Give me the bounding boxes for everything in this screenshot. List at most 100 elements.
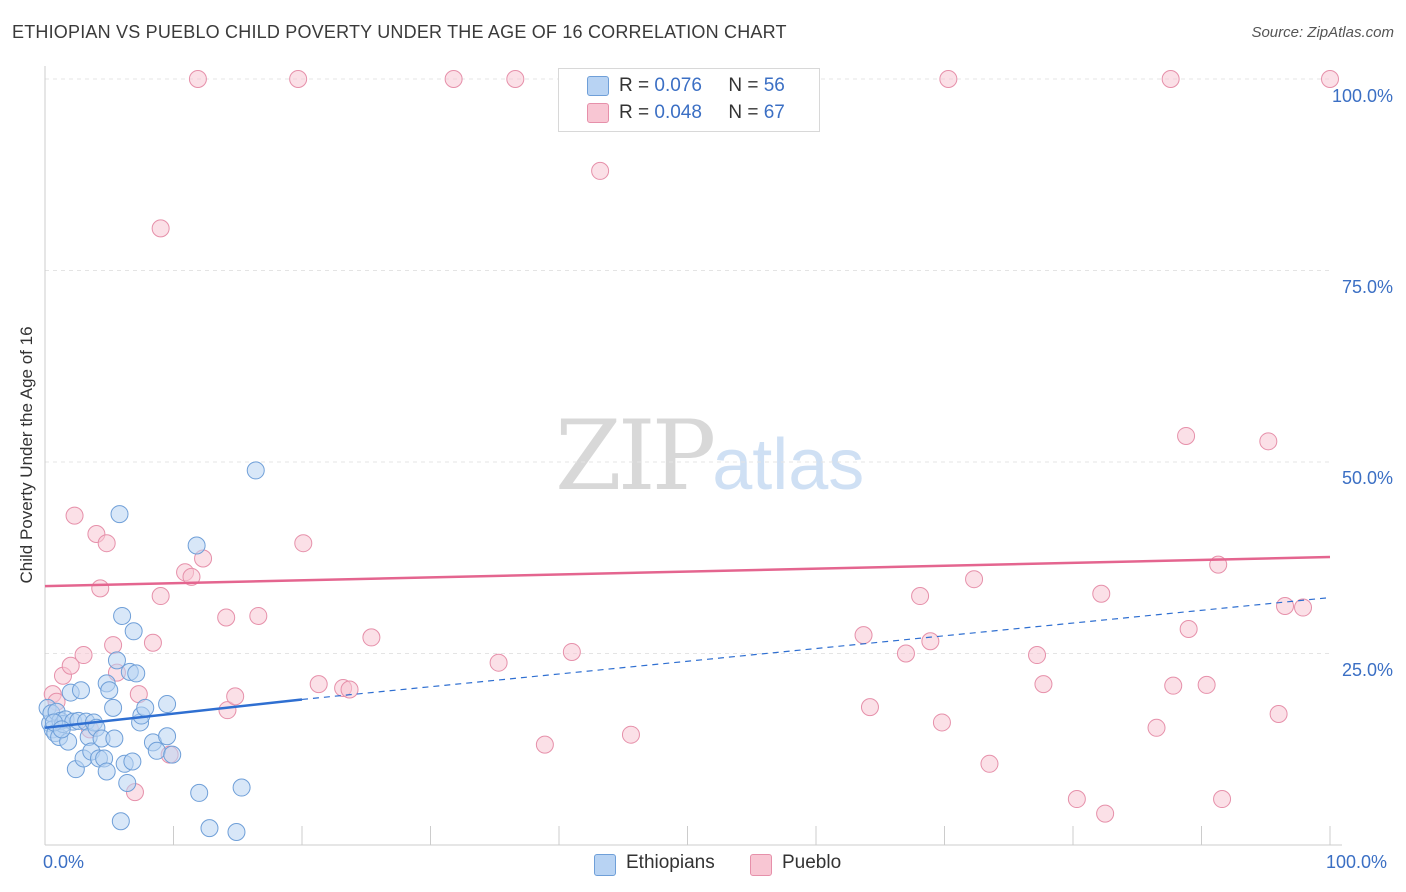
pueblo-point (249, 606, 268, 625)
pueblo-point (1067, 790, 1086, 809)
pueblo-point (621, 725, 640, 744)
x-tick-label-max: 100.0% (1326, 852, 1388, 872)
ethiopians-point (100, 681, 119, 700)
pueblo-point (1034, 675, 1053, 694)
ethiopians-point (136, 698, 155, 717)
pueblo-point (61, 656, 80, 675)
pueblo-point (65, 506, 84, 525)
pueblo-point (217, 608, 236, 627)
y-tick-label-100: 100.0% (1331, 86, 1393, 106)
pueblo-point (104, 636, 123, 655)
pueblo-point (860, 698, 879, 717)
pueblo-point (1096, 804, 1115, 823)
pueblo-point (309, 675, 328, 694)
ethiopians-point (158, 727, 177, 746)
legend-swatch-pueblo (587, 103, 609, 123)
pueblo-point (506, 70, 525, 88)
pueblo-point (97, 534, 116, 553)
ethiopians-point (97, 762, 116, 781)
watermark: ZIPatlas (555, 400, 864, 512)
pueblo-point (340, 680, 359, 699)
ethiopians-point (113, 606, 132, 625)
ethiopians-point (187, 536, 206, 555)
y-tick-label-50: 50.0% (1341, 468, 1393, 488)
ethiopians-point (71, 681, 90, 700)
pueblo-point (896, 644, 915, 663)
legend-r-value: 0.048 (654, 102, 702, 123)
pueblo-point (226, 687, 245, 706)
pueblo-point (932, 713, 951, 732)
ethiopians-point (124, 622, 143, 641)
chart-title: ETHIOPIAN VS PUEBLO CHILD POVERTY UNDER … (12, 22, 787, 42)
pueblo-trend-line (44, 555, 1331, 588)
pueblo-point (1197, 675, 1216, 694)
pueblo-point (489, 653, 508, 672)
pueblo-point (1321, 70, 1339, 88)
ethiopians-point (163, 745, 182, 764)
legend-n-label: N = (728, 75, 759, 96)
ethiopians-point (107, 651, 126, 670)
pueblo-point (1161, 70, 1180, 88)
ethiopians-point (127, 664, 146, 683)
pueblo-point (921, 632, 940, 651)
pueblo-point (535, 735, 554, 754)
pueblo-point (911, 587, 930, 606)
pueblo-point (1269, 705, 1288, 724)
source-label: Source: ZipAtlas.com (1251, 24, 1394, 41)
pueblo-point (1276, 597, 1295, 616)
legend-swatch-ethiopians (587, 76, 609, 96)
ethiopians-point (105, 729, 124, 748)
pueblo-point (151, 587, 170, 606)
pueblo-point (1213, 790, 1232, 809)
legend-n-label: N = (728, 102, 759, 123)
pueblo-point (294, 534, 313, 553)
ethiopians-trend-extension (301, 596, 1331, 701)
x-tick-label-min: 0.0% (43, 852, 85, 872)
pueblo-point (289, 70, 308, 88)
pueblo-point (188, 70, 207, 88)
legend-label-pueblo: Pueblo (782, 852, 842, 873)
pueblo-point (965, 570, 984, 589)
ethiopians-point (227, 822, 246, 841)
pueblo-point (362, 628, 381, 647)
pueblo-point (151, 219, 170, 238)
pueblo-point (1028, 646, 1047, 665)
pueblo-point (143, 633, 162, 652)
pueblo-point (1147, 718, 1166, 737)
pueblo-point (1259, 432, 1278, 451)
legend-label-ethiopians: Ethiopians (626, 852, 715, 873)
pueblo-point (1179, 619, 1198, 638)
legend-r-label: R = (619, 75, 650, 96)
pueblo-point (1164, 676, 1183, 695)
ethiopians-point (52, 720, 71, 739)
legend-n-value: 56 (763, 75, 785, 96)
pueblo-point (562, 642, 581, 661)
ethiopians-point (111, 812, 130, 831)
ethiopians-point (232, 778, 251, 797)
ethiopians-point (123, 752, 142, 771)
watermark-zip: ZIP (555, 400, 716, 512)
pueblo-point (182, 567, 201, 586)
watermark-atlas: atlas (712, 425, 865, 505)
ethiopians-trend-line (44, 698, 303, 730)
legend-r-value: 0.076 (654, 75, 702, 96)
pueblo-point (444, 70, 463, 88)
pueblo-point (218, 701, 237, 720)
ethiopians-point (246, 461, 265, 480)
ethiopians-point (200, 819, 219, 838)
pueblo-point (591, 161, 610, 180)
y-tick-label-75: 75.0% (1341, 277, 1393, 297)
ethiopians-point (118, 773, 137, 792)
legend-n-value: 67 (763, 102, 785, 123)
ethiopians-point (158, 695, 177, 714)
pueblo-point (980, 754, 999, 773)
pueblo-point (1092, 584, 1111, 603)
correlation-legend: R = 0.076 N = 56 R = 0.048 N = 67 (558, 68, 820, 132)
ethiopians-point (190, 783, 209, 802)
pueblo-point (854, 626, 873, 645)
ethiopians-point (110, 505, 129, 524)
pueblo-point (939, 70, 958, 88)
ethiopians-point (104, 698, 123, 717)
pueblo-point (74, 646, 93, 665)
